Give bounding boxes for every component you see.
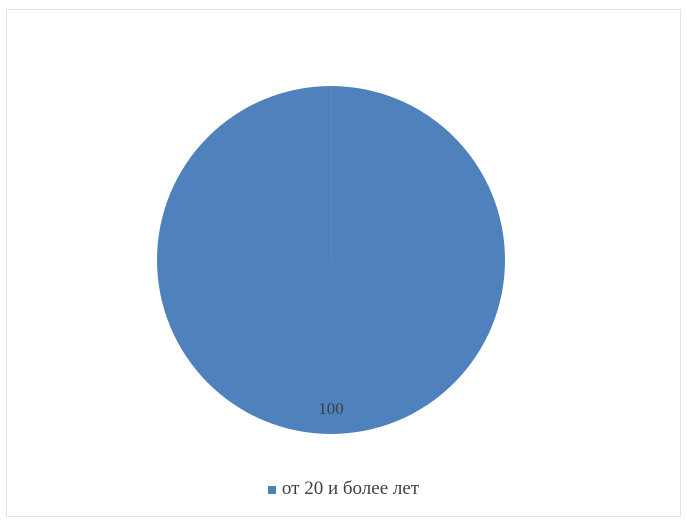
pie-data-label: 100: [318, 399, 344, 418]
legend: от 20 и более лет: [0, 478, 687, 500]
legend-swatch-icon: [267, 486, 276, 494]
pie-data-labels: 100: [318, 399, 344, 418]
legend-entry-label: от 20 и более лет: [281, 478, 420, 499]
pie-slices: [157, 86, 505, 434]
